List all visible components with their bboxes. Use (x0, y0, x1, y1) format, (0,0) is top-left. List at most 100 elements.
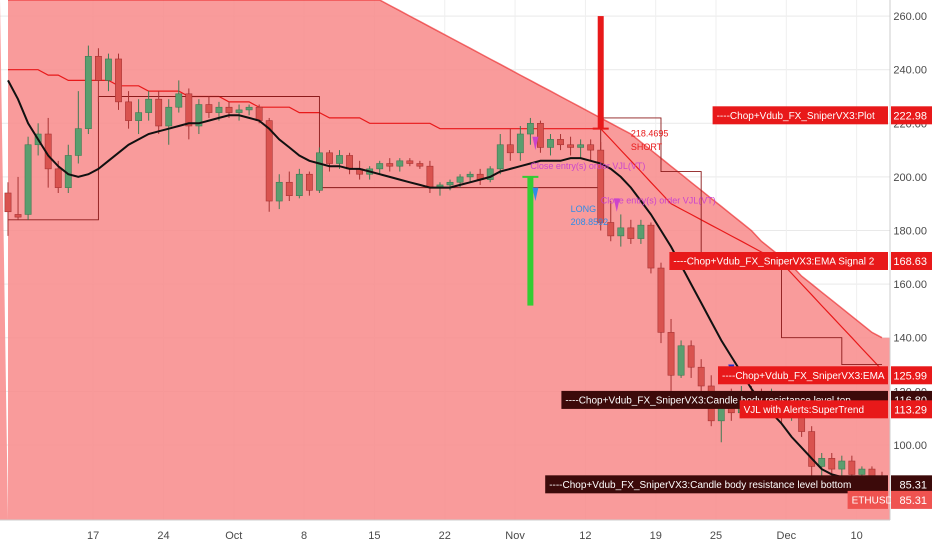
indicator-value-text: 222.98 (893, 110, 927, 122)
x-tick-label: 15 (368, 530, 380, 542)
y-tick-label: 160.00 (893, 279, 927, 291)
x-tick-label: 24 (157, 530, 169, 542)
candle-body (14, 214, 22, 218)
long-signal-bar (527, 176, 534, 306)
indicator-label-box (712, 106, 888, 125)
candle-body (336, 155, 343, 164)
indicator-label-text: ----Chop+Vdub_FX_SniperVX3:Plot (717, 111, 875, 122)
indicator-value-text: 85.31 (899, 495, 927, 507)
indicator-value-text: 85.31 (899, 479, 927, 491)
candle-body (326, 152, 333, 164)
candle-body (426, 165, 434, 188)
candle-body (848, 460, 856, 475)
candle-body (105, 58, 112, 81)
candle-body (265, 120, 273, 202)
x-axis-ticks: 17 24 Oct 8 15 22 Nov 12 19 25 Dec 10 (87, 530, 863, 542)
candle-body (215, 106, 223, 113)
candle-body (4, 192, 12, 213)
candle-body (195, 104, 203, 127)
candle-body (255, 106, 263, 121)
exit-arrow-icon (532, 136, 539, 151)
candle-body (145, 98, 153, 113)
candle-body (446, 181, 454, 186)
candle-body (94, 55, 102, 81)
candle-body (667, 332, 675, 376)
annotation-text: Close entry(s) order VJL(VT) (530, 161, 645, 171)
x-tick-label: 25 (710, 530, 722, 542)
x-tick-label: Oct (225, 530, 242, 542)
time-axis[interactable] (0, 520, 932, 550)
indicator-label-box (545, 475, 888, 494)
candle-body (225, 106, 233, 113)
candle-body (125, 101, 132, 121)
indicator-labels: ----Chop+Vdub_FX_SniperVX3:Plot 222.98 ---… (545, 106, 932, 509)
annotations: Close entry(s) order VJL(VT) LONG 208.8592… (530, 129, 715, 227)
x-tick-label: Dec (777, 530, 797, 542)
indicator-value-box (891, 251, 932, 270)
indicator-value-box (891, 400, 932, 419)
candle-body (577, 144, 585, 148)
annotation-text: Close entry(s) order VJL(VT) (601, 196, 716, 206)
candle-body (828, 458, 836, 470)
candle-body (516, 133, 524, 154)
indicator-label-box (739, 400, 888, 419)
annotation-text: SHORT (631, 142, 663, 152)
candle-body (396, 160, 404, 167)
short-signal-bar (597, 16, 604, 129)
x-tick-label: 22 (439, 530, 451, 542)
indicator-value-box (891, 106, 932, 125)
indicator-label-text: ETHUSD (852, 495, 893, 506)
candle-body (155, 98, 163, 127)
indicator-value-text: 168.63 (893, 256, 927, 268)
candle-body (386, 163, 394, 167)
candle-body (677, 345, 685, 376)
candle-body (84, 55, 92, 129)
indicator-label-box (669, 251, 888, 270)
indicator-label-text: VJL with Alerts:SuperTrend (744, 405, 864, 416)
candle-body (587, 144, 595, 151)
indicator-label-box (847, 490, 888, 509)
y-tick-label: 100.00 (893, 440, 927, 452)
x-tick-label: Nov (505, 530, 525, 542)
candle-body (165, 106, 173, 127)
ema-line (7, 79, 882, 484)
indicator-label-text: ----Chop+Vdub_FX_SniperVX3:EMA Signal 2 (673, 256, 874, 267)
candle-body (205, 104, 213, 113)
candle-body (406, 160, 414, 164)
candle-body (376, 163, 384, 170)
candle-body (567, 144, 574, 148)
candle-body (316, 152, 323, 191)
indicator-value-box (891, 490, 932, 509)
candle-body (74, 128, 82, 156)
indicator-value-box (891, 475, 932, 494)
candle-body (245, 106, 253, 111)
resistance-cloud (0, 0, 890, 520)
candle-body (637, 224, 645, 239)
candle-body (557, 139, 564, 146)
candle-body (808, 431, 816, 467)
candles (4, 45, 886, 488)
candle-body (506, 144, 514, 154)
indicator-label-text: ----Chop+Vdub_FX_SniperVX3:Candle body r… (565, 395, 851, 406)
y-tick-label: 180.00 (893, 226, 927, 238)
candle-body (456, 176, 464, 183)
candle-body (346, 155, 353, 170)
indicator-value-box (891, 366, 932, 385)
candle-body (617, 227, 625, 237)
x-tick-label: 12 (579, 530, 591, 542)
annotation-text: 218.4695 (631, 129, 669, 139)
indicator-label-text: ----Chop+Vdub_FX_SniperVX3:Candle body r… (549, 480, 851, 491)
candle-body (496, 144, 504, 170)
y-tick-label: 200.00 (893, 172, 927, 184)
candle-body (416, 163, 424, 167)
indicator-value-text: 125.99 (893, 370, 927, 382)
candle-body (858, 468, 866, 475)
candle-body (135, 112, 143, 121)
candle-body (185, 93, 193, 127)
candle-body (175, 93, 183, 108)
candle-body (657, 267, 665, 333)
indicator-value-text: 113.29 (894, 404, 927, 416)
cloud-edge-line (8, 0, 883, 339)
candle-body (275, 181, 283, 202)
